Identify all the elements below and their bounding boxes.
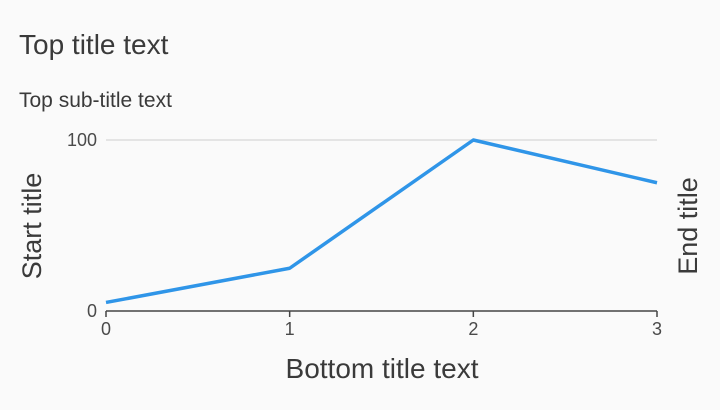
x-tick-label-1: 1 (285, 319, 295, 339)
y-tick-label-0: 0 (87, 301, 97, 321)
series-line-0 (105, 138, 658, 305)
chart-title: Top title text (19, 29, 169, 60)
chart-subtitle: Top sub-title text (19, 89, 172, 112)
x-axis-title: Bottom title text (285, 353, 479, 384)
x-tick-label-0: 0 (101, 319, 111, 339)
y-tick-label-1: 100 (67, 130, 97, 150)
x-tick-label-3: 3 (652, 319, 662, 339)
x-tick-label-2: 2 (468, 319, 478, 339)
